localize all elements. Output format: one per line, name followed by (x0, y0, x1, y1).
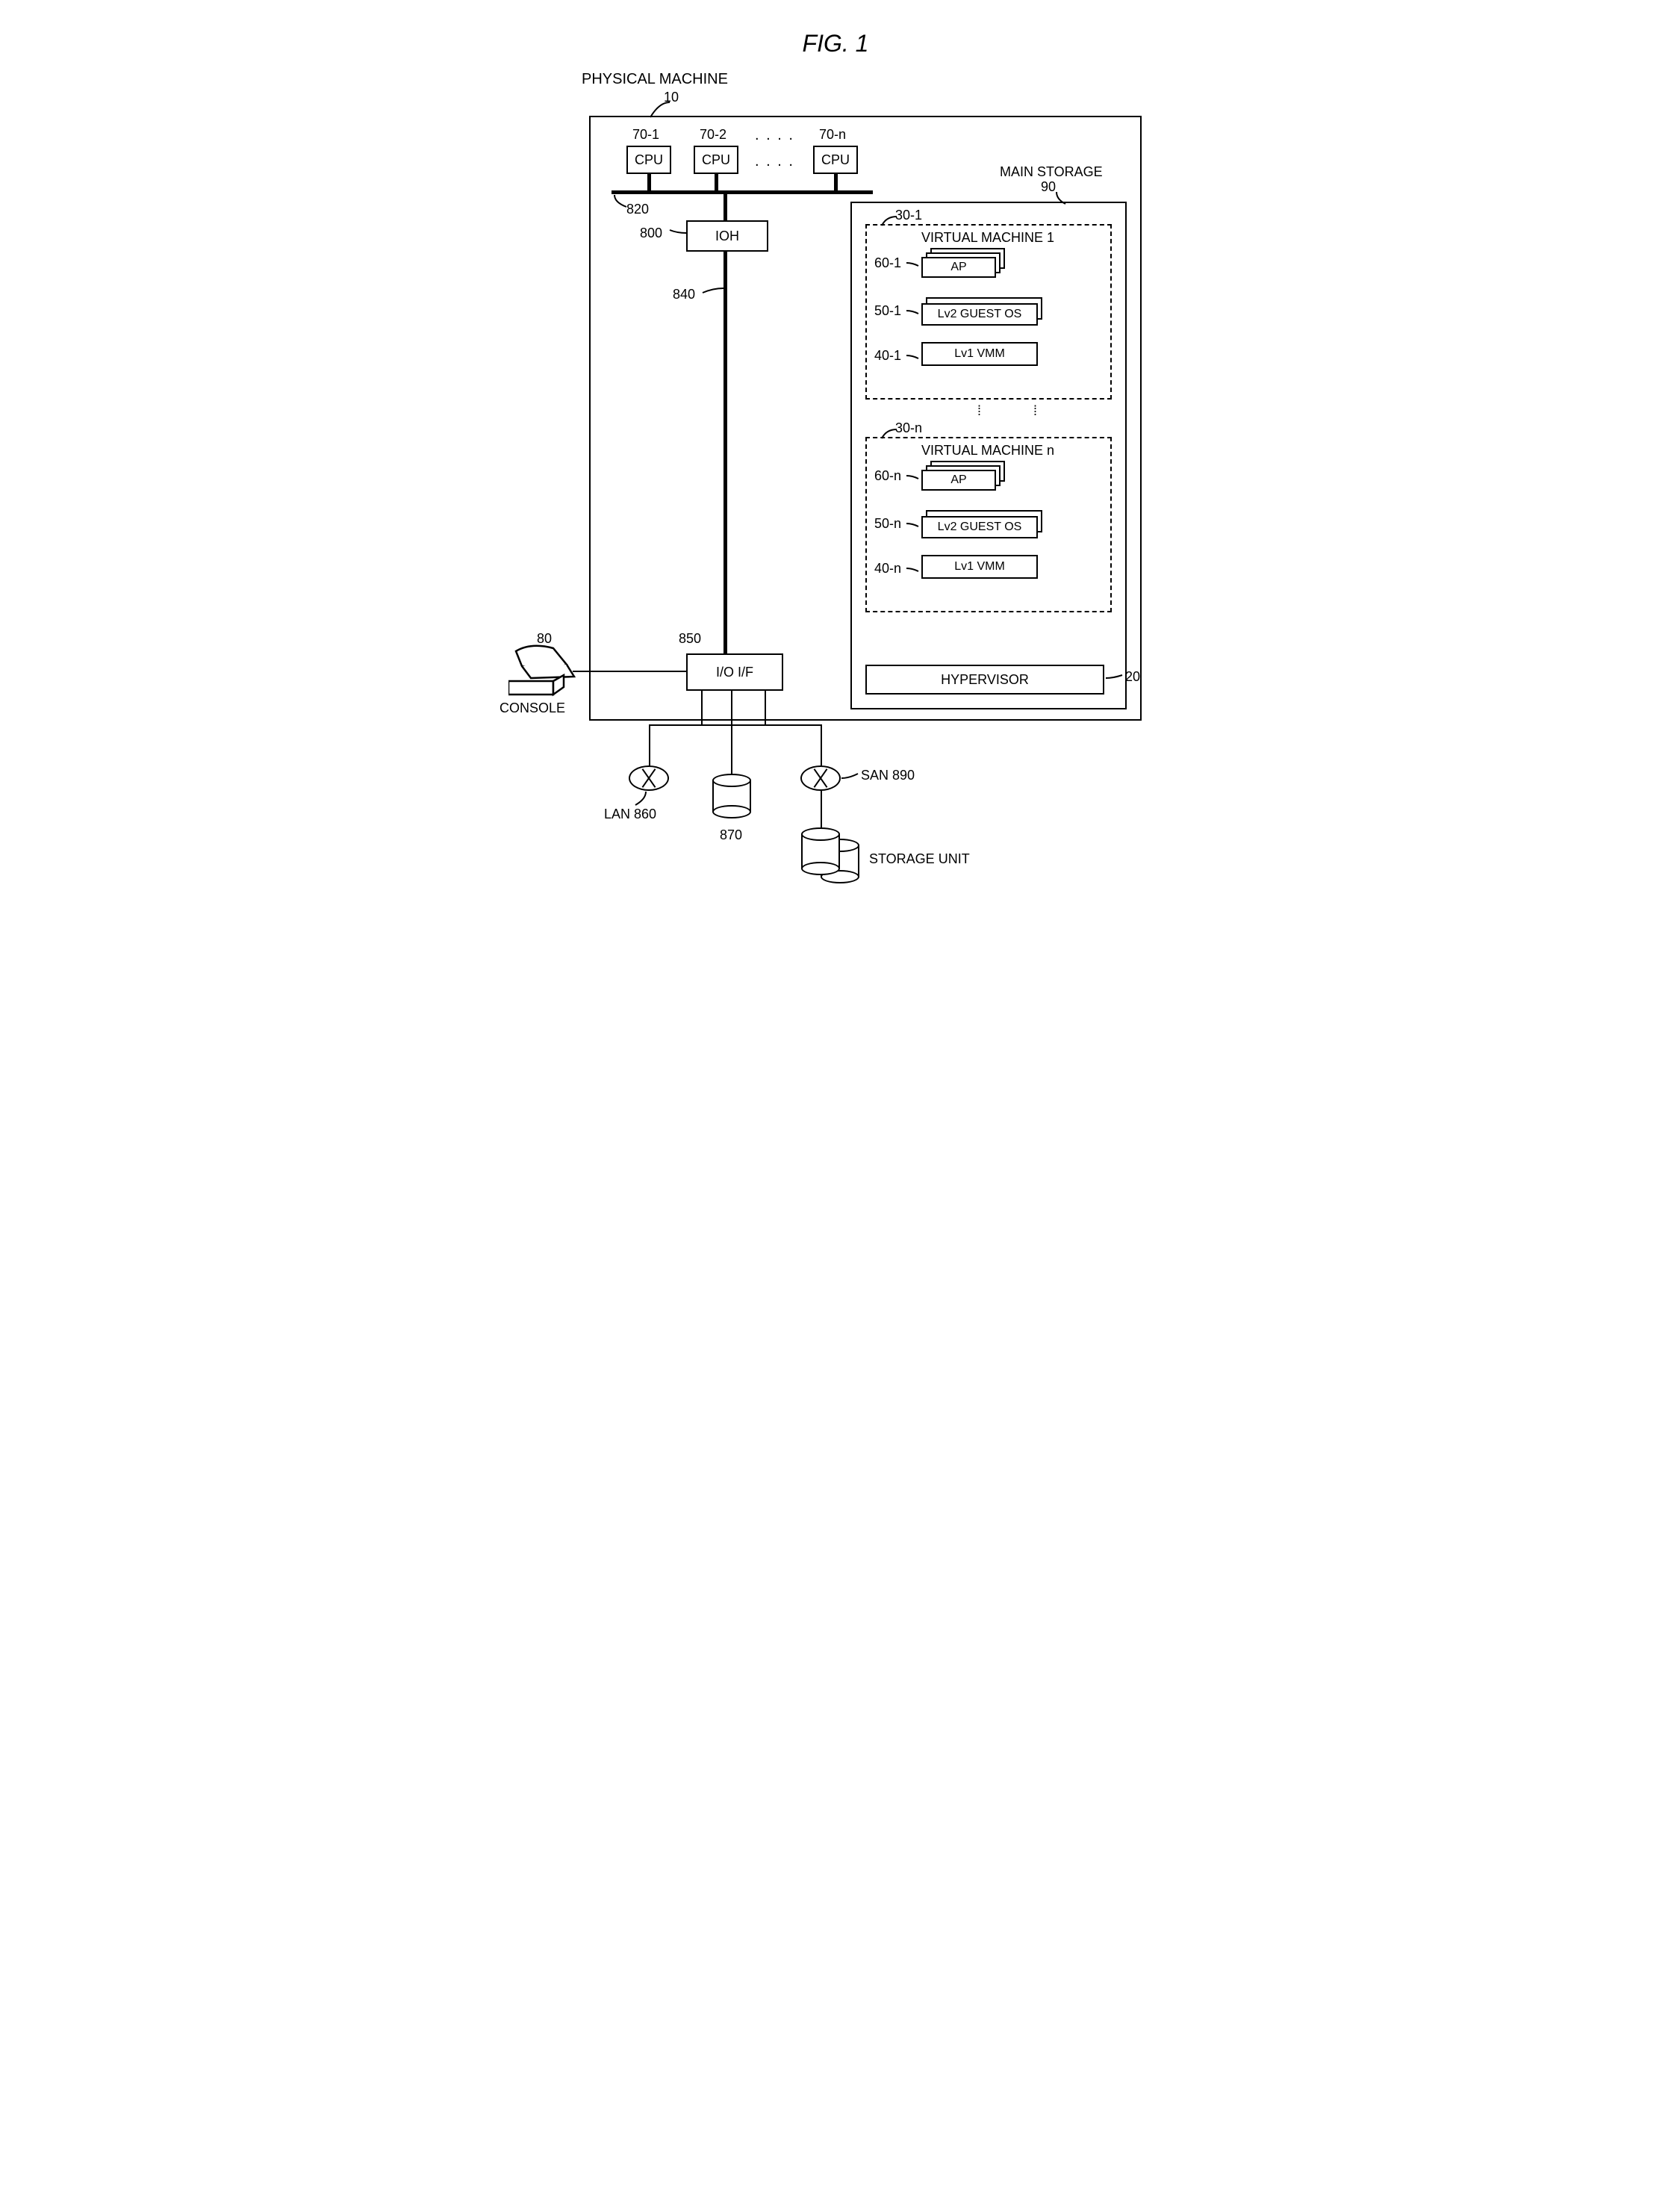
vm1-os-lead (905, 306, 920, 315)
vm-dots-1: ⁞ ⁞ (977, 403, 1052, 419)
storage-front (801, 827, 840, 875)
console-label: CONSOLE (500, 700, 565, 716)
ioif-box: I/O I/F (686, 653, 783, 691)
san-icon (800, 765, 841, 791)
figure-title: FIG. 1 (803, 30, 869, 58)
vmn-os-ref: 50-n (874, 516, 901, 532)
vm1-vmm-label: Lv1 VMM (954, 347, 1005, 361)
storage-unit-label: STORAGE UNIT (869, 851, 970, 867)
ioif-down-left (649, 724, 650, 765)
vm1-os-ref: 50-1 (874, 303, 901, 319)
hypervisor-label: HYPERVISOR (941, 672, 1029, 688)
console-icon (508, 644, 576, 700)
vm1-ap-lead (905, 258, 920, 267)
cpu-dots-mid: . . . . (755, 153, 794, 170)
ioif-bottom-h (649, 724, 821, 726)
ioh-ref: 800 (640, 226, 662, 241)
vmn-ap-ref: 60-n (874, 468, 901, 484)
vm1-vmm-ref: 40-1 (874, 348, 901, 364)
bus-ref: 820 (626, 202, 649, 217)
cpu-ref-2: 70-2 (700, 127, 726, 143)
vm1-os-label: Lv2 GUEST OS (938, 308, 1022, 321)
vmn-os-label: Lv2 GUEST OS (938, 521, 1022, 534)
vmn-vmm-ref: 40-n (874, 561, 901, 577)
cpu-ref-1: 70-1 (632, 127, 659, 143)
cpu-box-1: CPU (626, 146, 671, 174)
ioh-to-ioif (724, 252, 727, 653)
vmn-ap-label: AP (950, 473, 966, 487)
bus-to-ioh (724, 190, 727, 220)
vm1-ap-stack: AP (921, 248, 1011, 281)
vmn-title: VIRTUAL MACHINE n (921, 443, 1054, 459)
hypervisor-ref: 20 (1125, 669, 1140, 685)
ioh-box: IOH (686, 220, 768, 252)
cpu-dots-top: . . . . (755, 127, 794, 144)
hypervisor-box: HYPERVISOR (865, 665, 1104, 695)
vmn-vmm-label: Lv1 VMM (954, 560, 1005, 574)
bus-drop-1 (647, 174, 651, 190)
cpu-label-1: CPU (635, 152, 663, 168)
cpu-label-n: CPU (821, 152, 850, 168)
ioh-label: IOH (715, 229, 739, 244)
disk-870-ref: 870 (720, 827, 742, 843)
vmn-ap-lead (905, 471, 920, 480)
ioif-stub-3 (765, 691, 766, 726)
vm1-ap-label: AP (950, 261, 966, 274)
vmn-vmm-lead (905, 564, 920, 573)
ioif-stub-1 (701, 691, 703, 726)
bus-drop-2 (715, 174, 718, 190)
vmn-ref: 30-n (895, 420, 922, 436)
vm1-vmm-box: Lv1 VMM (921, 342, 1038, 366)
cpu-box-n: CPU (813, 146, 858, 174)
vmn-os-lead (905, 519, 920, 528)
vmn-os-stack: Lv2 GUEST OS (921, 510, 1048, 541)
lan-lead (634, 790, 649, 807)
ioif-ref: 850 (679, 631, 701, 647)
vm1-ap-ref: 60-1 (874, 255, 901, 271)
vmn-lead (880, 428, 898, 440)
vmn-ap-stack: AP (921, 461, 1011, 494)
physical-machine-label: PHYSICAL MACHINE (582, 71, 728, 88)
san-to-storage (821, 791, 822, 828)
san-lead (840, 772, 859, 783)
vm1-ref: 30-1 (895, 208, 922, 223)
vm1-title: VIRTUAL MACHINE 1 (921, 230, 1054, 246)
cpu-bus (612, 190, 873, 194)
ioif-down-right (821, 724, 822, 765)
vm1-lead (880, 215, 898, 227)
lan-icon (629, 765, 669, 791)
cpu-ref-n: 70-n (819, 127, 846, 143)
bus840-ref: 840 (673, 287, 695, 302)
bus840-lead (701, 284, 725, 294)
figure-canvas: FIG. 1 PHYSICAL MACHINE 10 70-1 CPU 70-2… (500, 30, 1171, 956)
console-line (573, 671, 686, 672)
vm1-vmm-lead (905, 351, 920, 360)
san-label: SAN 890 (861, 768, 915, 783)
hyp-lead (1104, 674, 1124, 683)
lan-label: LAN 860 (604, 807, 656, 822)
main-storage-ref: 90 (1041, 179, 1056, 195)
bus-drop-n (834, 174, 838, 190)
bus-lead (613, 193, 628, 208)
cpu-box-2: CPU (694, 146, 738, 174)
main-storage-label: MAIN STORAGE (1000, 164, 1103, 180)
ioif-stub-2 (731, 691, 732, 777)
vmn-vmm-box: Lv1 VMM (921, 555, 1038, 579)
disk-870 (712, 774, 751, 818)
vm1-os-stack: Lv2 GUEST OS (921, 297, 1048, 329)
ioh-lead (668, 229, 688, 237)
ioif-label: I/O I/F (716, 665, 753, 680)
cpu-label-2: CPU (702, 152, 730, 168)
